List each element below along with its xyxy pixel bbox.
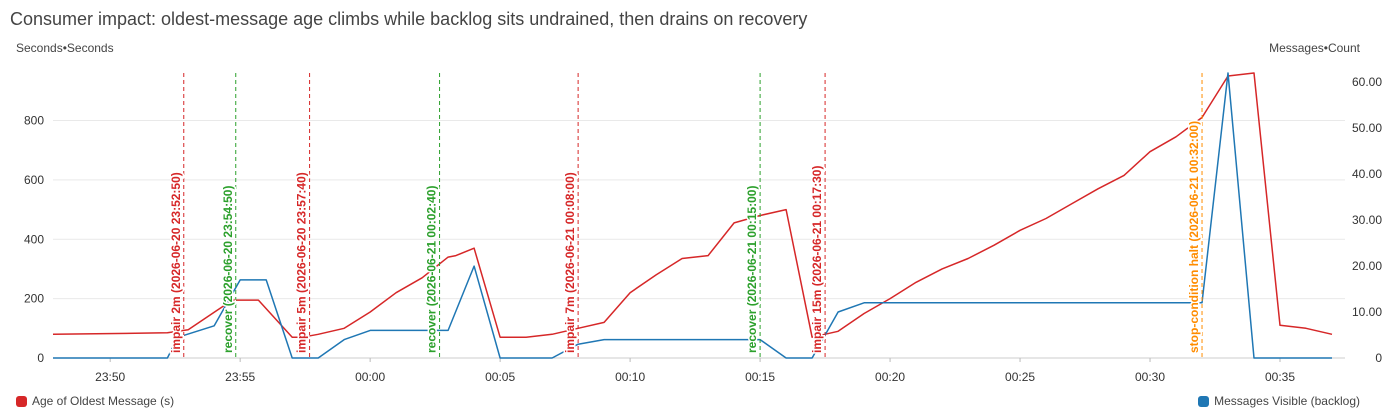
left-tick-label: 200 bbox=[24, 292, 44, 306]
annotation-label: impair 2m (2026-06-20 23:52:50) bbox=[169, 172, 183, 353]
annotation-label: recover (2026-06-21 00:15:00) bbox=[745, 186, 759, 353]
legend-item-backlog[interactable]: Messages Visible (backlog) bbox=[1198, 394, 1360, 408]
right-tick-label: 60.00 bbox=[1352, 75, 1382, 89]
annotation-label: recover (2026-06-20 23:54:50) bbox=[221, 186, 235, 353]
x-tick-label: 00:10 bbox=[615, 370, 645, 384]
legend-swatch-backlog bbox=[1198, 395, 1210, 407]
left-tick-label: 0 bbox=[37, 351, 44, 365]
legend-item-age[interactable]: Age of Oldest Message (s) bbox=[16, 394, 174, 408]
chart-title: Consumer impact: oldest-message age clim… bbox=[10, 9, 808, 29]
left-tick-label: 400 bbox=[24, 232, 44, 246]
legend-swatch-age bbox=[16, 395, 27, 407]
x-tick-label: 00:15 bbox=[745, 370, 775, 384]
right-tick-label: 50.00 bbox=[1352, 121, 1382, 135]
annotation-label: impair 5m (2026-06-20 23:57:40) bbox=[295, 172, 309, 353]
right-tick-label: 40.00 bbox=[1352, 167, 1382, 181]
series-line-age bbox=[52, 72, 1333, 338]
x-tick-label: 00:25 bbox=[1005, 370, 1035, 384]
x-tick-label: 00:20 bbox=[875, 370, 905, 384]
x-tick-label: 00:00 bbox=[355, 370, 385, 384]
x-tick-label: 00:35 bbox=[1265, 370, 1295, 384]
x-tick-label: 00:05 bbox=[485, 370, 515, 384]
right-tick-label: 30.00 bbox=[1352, 213, 1382, 227]
annotation-label: impair 15m (2026-06-21 00:17:30) bbox=[810, 166, 824, 353]
annotation-label: stop-condition halt (2026-06-21 00:32:00… bbox=[1187, 121, 1201, 353]
right-tick-label: 10.00 bbox=[1352, 305, 1382, 319]
x-tick-label: 23:50 bbox=[95, 370, 125, 384]
right-axis-unit-label: Messages•Count bbox=[1269, 41, 1360, 55]
legend-label-backlog: Messages Visible (backlog) bbox=[1214, 394, 1360, 408]
left-axis-unit-label: Seconds•Seconds bbox=[16, 41, 114, 55]
left-tick-label: 600 bbox=[24, 173, 44, 187]
legend-label-age: Age of Oldest Message (s) bbox=[32, 394, 175, 408]
left-tick-label: 800 bbox=[24, 114, 44, 128]
x-tick-label: 23:55 bbox=[225, 370, 255, 384]
x-tick-label: 00:30 bbox=[1135, 370, 1165, 384]
annotation-label: impair 7m (2026-06-21 00:08:00) bbox=[563, 172, 577, 353]
right-tick-label: 0 bbox=[1375, 351, 1382, 365]
annotation-label: recover (2026-06-21 00:02:40) bbox=[425, 186, 439, 353]
right-tick-label: 20.00 bbox=[1352, 259, 1382, 273]
series-line-backlog bbox=[53, 72, 1332, 359]
